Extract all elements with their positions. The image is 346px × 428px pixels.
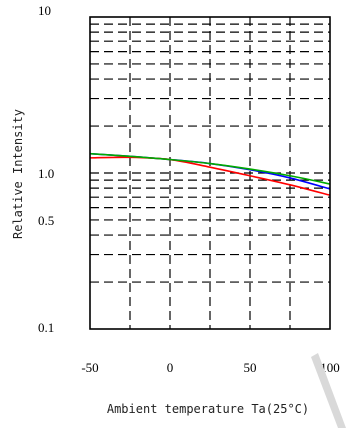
series-line-red [89,156,331,197]
watermark-stroke [311,353,346,428]
y-tick-label: 0.5 [38,213,54,228]
series-group [89,152,331,197]
y-tick-label: 1.0 [38,166,54,181]
series-line-green [89,152,331,185]
x-tick-labels: -50 0 50 100 [81,360,339,375]
y-tick-label: 0.1 [38,320,54,335]
x-axis-label: Ambient temperature Ta(25°C) [107,402,309,416]
y-tick-labels: 10 1.0 0.5 0.1 [38,3,54,335]
y-axis-label: Relative Intensity [11,109,25,239]
x-tick-label: 100 [320,360,340,375]
x-tick-label: 50 [244,360,257,375]
grid [90,17,330,329]
x-tick-label: 0 [167,360,174,375]
plot-frame [89,16,331,330]
x-tick-label: -50 [81,360,98,375]
y-tick-label: 10 [38,3,51,18]
